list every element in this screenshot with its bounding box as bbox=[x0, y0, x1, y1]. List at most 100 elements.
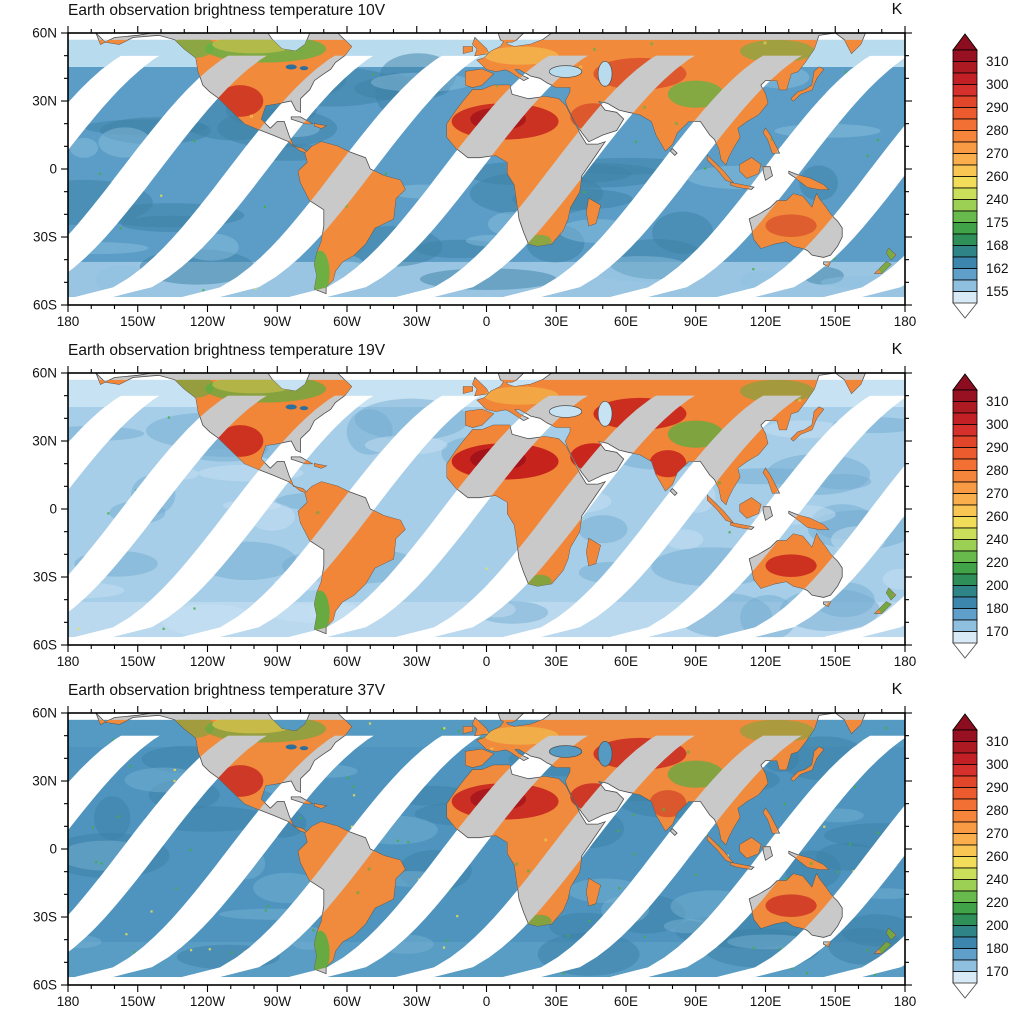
colorbar-segment bbox=[952, 798, 978, 811]
colorbar-segment bbox=[952, 856, 978, 869]
colorbar-segment bbox=[952, 752, 978, 765]
colorbar-segment bbox=[952, 84, 978, 97]
x-tick-label: 150E bbox=[819, 994, 851, 1009]
y-tick-label: 60N bbox=[32, 26, 57, 41]
x-tick-label: 150E bbox=[819, 654, 851, 669]
x-tick-label: 180 bbox=[57, 314, 80, 329]
colorbar-tick-label: 280 bbox=[986, 803, 1009, 818]
colorbar-segment bbox=[952, 608, 978, 621]
colorbar-segment bbox=[952, 959, 978, 972]
y-tick-label: 0 bbox=[49, 842, 57, 857]
colorbar-segment bbox=[952, 291, 978, 304]
map-area bbox=[68, 33, 905, 305]
colorbar-segment bbox=[952, 810, 978, 823]
y-tick-label: 30S bbox=[33, 230, 57, 245]
y-tick-label: 30S bbox=[33, 910, 57, 925]
panel-title-19v: Earth observation brightness temperature… bbox=[68, 342, 386, 359]
colorbar-tick-label: 200 bbox=[986, 918, 1009, 933]
y-tick-label: 60N bbox=[32, 706, 57, 721]
colorbar-tick-label: 240 bbox=[986, 872, 1009, 887]
axis-ticks: 180 150W 120W 90W 60W 30W 0 30E 60E 90E 120E 150E 18… bbox=[32, 26, 916, 330]
y-tick-label: 60N bbox=[32, 366, 57, 381]
colorbar-tick-label: 200 bbox=[986, 578, 1009, 593]
colorbar-segment bbox=[952, 424, 978, 437]
colorbar-segment bbox=[952, 902, 978, 915]
colorbar-tick-label: 310 bbox=[986, 394, 1009, 409]
colorbar-segment bbox=[952, 729, 978, 742]
colorbar-segment bbox=[952, 787, 978, 800]
y-tick-label: 60S bbox=[33, 638, 57, 653]
panel-19v: Earth observation brightness temperature… bbox=[0, 340, 1024, 684]
colorbar-tick-label: 300 bbox=[986, 417, 1009, 432]
axis-ticks: 180 150W 120W 90W 60W 30W 0 30E 60E 90E 120E 150E 18… bbox=[32, 366, 916, 670]
colorbar-segment bbox=[952, 118, 978, 131]
colorbar-tick-label: 170 bbox=[986, 624, 1009, 639]
panel-37v: Earth observation brightness temperature… bbox=[0, 680, 1024, 1024]
x-tick-label: 60W bbox=[333, 314, 361, 329]
x-tick-label: 90E bbox=[684, 314, 708, 329]
x-tick-label: 120E bbox=[750, 314, 782, 329]
colorbar-tick-label: 170 bbox=[986, 964, 1009, 979]
colorbar-segment bbox=[952, 936, 978, 949]
colorbar-segment bbox=[952, 821, 978, 834]
colorbar-segment bbox=[952, 504, 978, 517]
colorbar-segment bbox=[952, 245, 978, 258]
colorbar-segment bbox=[952, 470, 978, 483]
y-tick-label: 30N bbox=[32, 434, 57, 449]
black-sea bbox=[548, 405, 583, 418]
colorbar-arrow-top bbox=[952, 713, 978, 731]
x-tick-label: 180 bbox=[894, 314, 917, 329]
colorbar-segment bbox=[952, 741, 978, 754]
colorbar-segment bbox=[952, 176, 978, 189]
x-tick-label: 120W bbox=[190, 654, 226, 669]
y-tick-label: 30N bbox=[32, 774, 57, 789]
colorbar-tick-label: 260 bbox=[986, 169, 1009, 184]
colorbar: 310 300 290 280 270 260 240 220 200 180 170 bbox=[952, 373, 1009, 659]
x-tick-label: 0 bbox=[483, 994, 491, 1009]
y-tick-label: 60S bbox=[33, 298, 57, 313]
colorbar-tick-label: 310 bbox=[986, 54, 1009, 69]
colorbar-segment bbox=[952, 49, 978, 62]
great-lakes bbox=[299, 66, 309, 71]
colorbar-segment bbox=[952, 95, 978, 108]
colorbar-segment bbox=[952, 596, 978, 609]
x-tick-label: 120W bbox=[190, 314, 226, 329]
colorbar-segment bbox=[952, 890, 978, 903]
colorbar-tick-label: 280 bbox=[986, 123, 1009, 138]
x-tick-label: 180 bbox=[57, 654, 80, 669]
colorbar-tick-label: 180 bbox=[986, 941, 1009, 956]
panel-10v: Earth observation brightness temperature… bbox=[0, 0, 1024, 344]
colorbar-tick-label: 240 bbox=[986, 532, 1009, 547]
y-tick-label: 60S bbox=[33, 978, 57, 993]
colorbar-arrow-bottom bbox=[952, 642, 978, 659]
y-tick-label: 30N bbox=[32, 94, 57, 109]
colorbar-tick-label: 220 bbox=[986, 555, 1009, 570]
unit-label-kelvin: K bbox=[891, 341, 903, 358]
colorbar-tick-label: 260 bbox=[986, 509, 1009, 524]
colorbar-tick-label: 220 bbox=[986, 895, 1009, 910]
colorbar-segment bbox=[952, 775, 978, 788]
colorbar-segment bbox=[952, 141, 978, 154]
map-area bbox=[68, 713, 905, 985]
colorbar-segment bbox=[952, 389, 978, 402]
colorbar-segment bbox=[952, 493, 978, 506]
caspian-sea bbox=[597, 60, 613, 87]
colorbar-segment bbox=[952, 833, 978, 846]
x-tick-label: 60E bbox=[614, 314, 638, 329]
colorbar-segment bbox=[952, 210, 978, 223]
caspian-sea bbox=[597, 400, 613, 427]
colorbar-segment bbox=[952, 458, 978, 471]
great-lakes bbox=[285, 64, 297, 70]
unit-label-kelvin: K bbox=[891, 681, 903, 698]
y-tick-label: 0 bbox=[49, 502, 57, 517]
x-tick-label: 90E bbox=[684, 654, 708, 669]
colorbar: 310 300 290 280 270 260 240 220 200 180 170 bbox=[952, 713, 1009, 999]
colorbar-tick-label: 180 bbox=[986, 601, 1009, 616]
axis-ticks: 180 150W 120W 90W 60W 30W 0 30E 60E 90E 120E 150E 18… bbox=[32, 706, 916, 1010]
colorbar-segment bbox=[952, 187, 978, 200]
y-tick-label: 0 bbox=[49, 162, 57, 177]
colorbar-tick-label: 168 bbox=[986, 238, 1009, 253]
x-tick-label: 120W bbox=[190, 994, 226, 1009]
y-tick-label: 30S bbox=[33, 570, 57, 585]
colorbar-segment bbox=[952, 971, 978, 984]
